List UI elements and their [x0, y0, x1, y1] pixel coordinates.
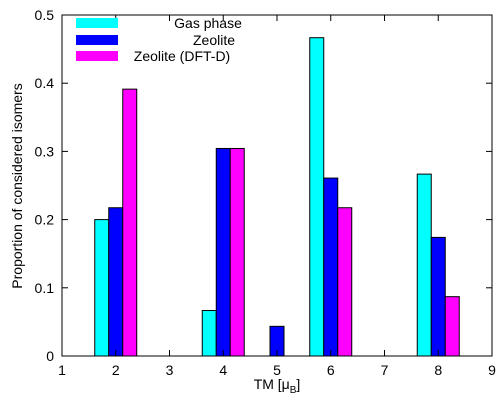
x-tick-label: 8 [434, 362, 442, 378]
bar-gas-phase-6 [309, 37, 325, 357]
y-tick-label: 0.4 [35, 75, 55, 91]
legend-label: Zeolite (DFT-D) [134, 48, 230, 64]
bar-zeolite-dft-d-2 [122, 88, 138, 357]
x-tick-label: 6 [327, 362, 335, 378]
bar-gas-phase-8 [416, 173, 432, 357]
x-axis-label-main: TM [μ [254, 376, 290, 392]
x-tick-label: 3 [166, 362, 174, 378]
legend-swatch [76, 35, 118, 45]
bar-gas-phase-2 [94, 219, 110, 357]
bar-zeolite-4 [215, 147, 231, 357]
y-tick-label: 0 [46, 348, 54, 364]
y-tick-label: 0.5 [35, 7, 55, 23]
x-tick-label: 5 [273, 362, 281, 378]
x-axis-label: TM [μB] [254, 376, 301, 396]
y-axis-label: Proportion of considered isomers [9, 83, 25, 288]
x-tick-label: 4 [219, 362, 227, 378]
bars-layer [94, 37, 460, 357]
x-tick-label: 9 [488, 362, 496, 378]
y-tick-label: 0.1 [35, 280, 55, 296]
ticks-layer: 1 2 3 4 5 6 7 8 9 0 0.1 0.2 0.3 0.4 0.5 [35, 7, 497, 378]
x-axis-label-close: ] [296, 376, 300, 392]
legend-label: Gas phase [174, 15, 242, 31]
x-axis-label-subscript: B [290, 385, 297, 396]
x-tick-label: 1 [58, 362, 66, 378]
bar-zeolite-6 [323, 177, 339, 357]
legend-label: Zeolite [193, 32, 235, 48]
bar-zeolite-8 [430, 236, 446, 357]
bar-zeolite-2 [108, 207, 124, 357]
y-tick-label: 0.2 [35, 212, 55, 228]
bar-zeolite-dft-d-4 [229, 147, 245, 357]
x-tick-label: 7 [381, 362, 389, 378]
bar-zeolite-dft-d-8 [444, 296, 460, 357]
x-tick-label: 2 [112, 362, 120, 378]
y-tick-label: 0.3 [35, 143, 55, 159]
bar-zeolite-dft-d-6 [337, 207, 353, 357]
bar-gas-phase-4 [201, 310, 217, 357]
legend-swatch [76, 51, 118, 61]
legend-swatch [76, 18, 118, 28]
